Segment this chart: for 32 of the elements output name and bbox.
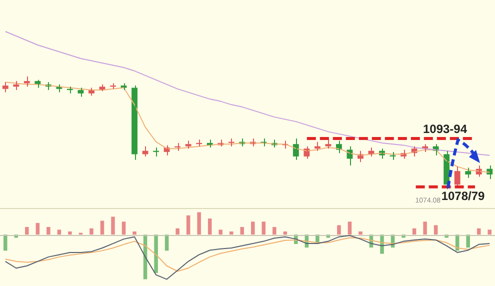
bar [186, 215, 190, 235]
bar [208, 218, 212, 235]
candlestick [24, 76, 30, 88]
bar [348, 222, 352, 235]
bar [251, 222, 255, 235]
bar [434, 225, 438, 235]
bar [466, 234, 470, 248]
bar [358, 231, 362, 235]
bar [100, 220, 104, 235]
bar [337, 225, 341, 235]
bar [46, 226, 50, 235]
bar [25, 226, 29, 235]
annotation: 1078/79 [441, 189, 486, 204]
bar [4, 234, 8, 251]
bar [272, 226, 276, 235]
bar [218, 230, 222, 235]
bar [488, 230, 492, 235]
bar [240, 226, 244, 235]
candlestick [185, 140, 192, 150]
bar [132, 231, 136, 235]
bar [57, 230, 62, 235]
bar [176, 228, 180, 235]
bar [154, 234, 158, 274]
bar [423, 222, 427, 235]
bar [111, 216, 115, 235]
bar [90, 228, 94, 235]
bar [68, 231, 72, 235]
bar [197, 212, 201, 235]
bar [36, 222, 40, 235]
bar [262, 222, 266, 235]
bar [122, 222, 126, 235]
annotation: 1093-94 [422, 122, 468, 136]
